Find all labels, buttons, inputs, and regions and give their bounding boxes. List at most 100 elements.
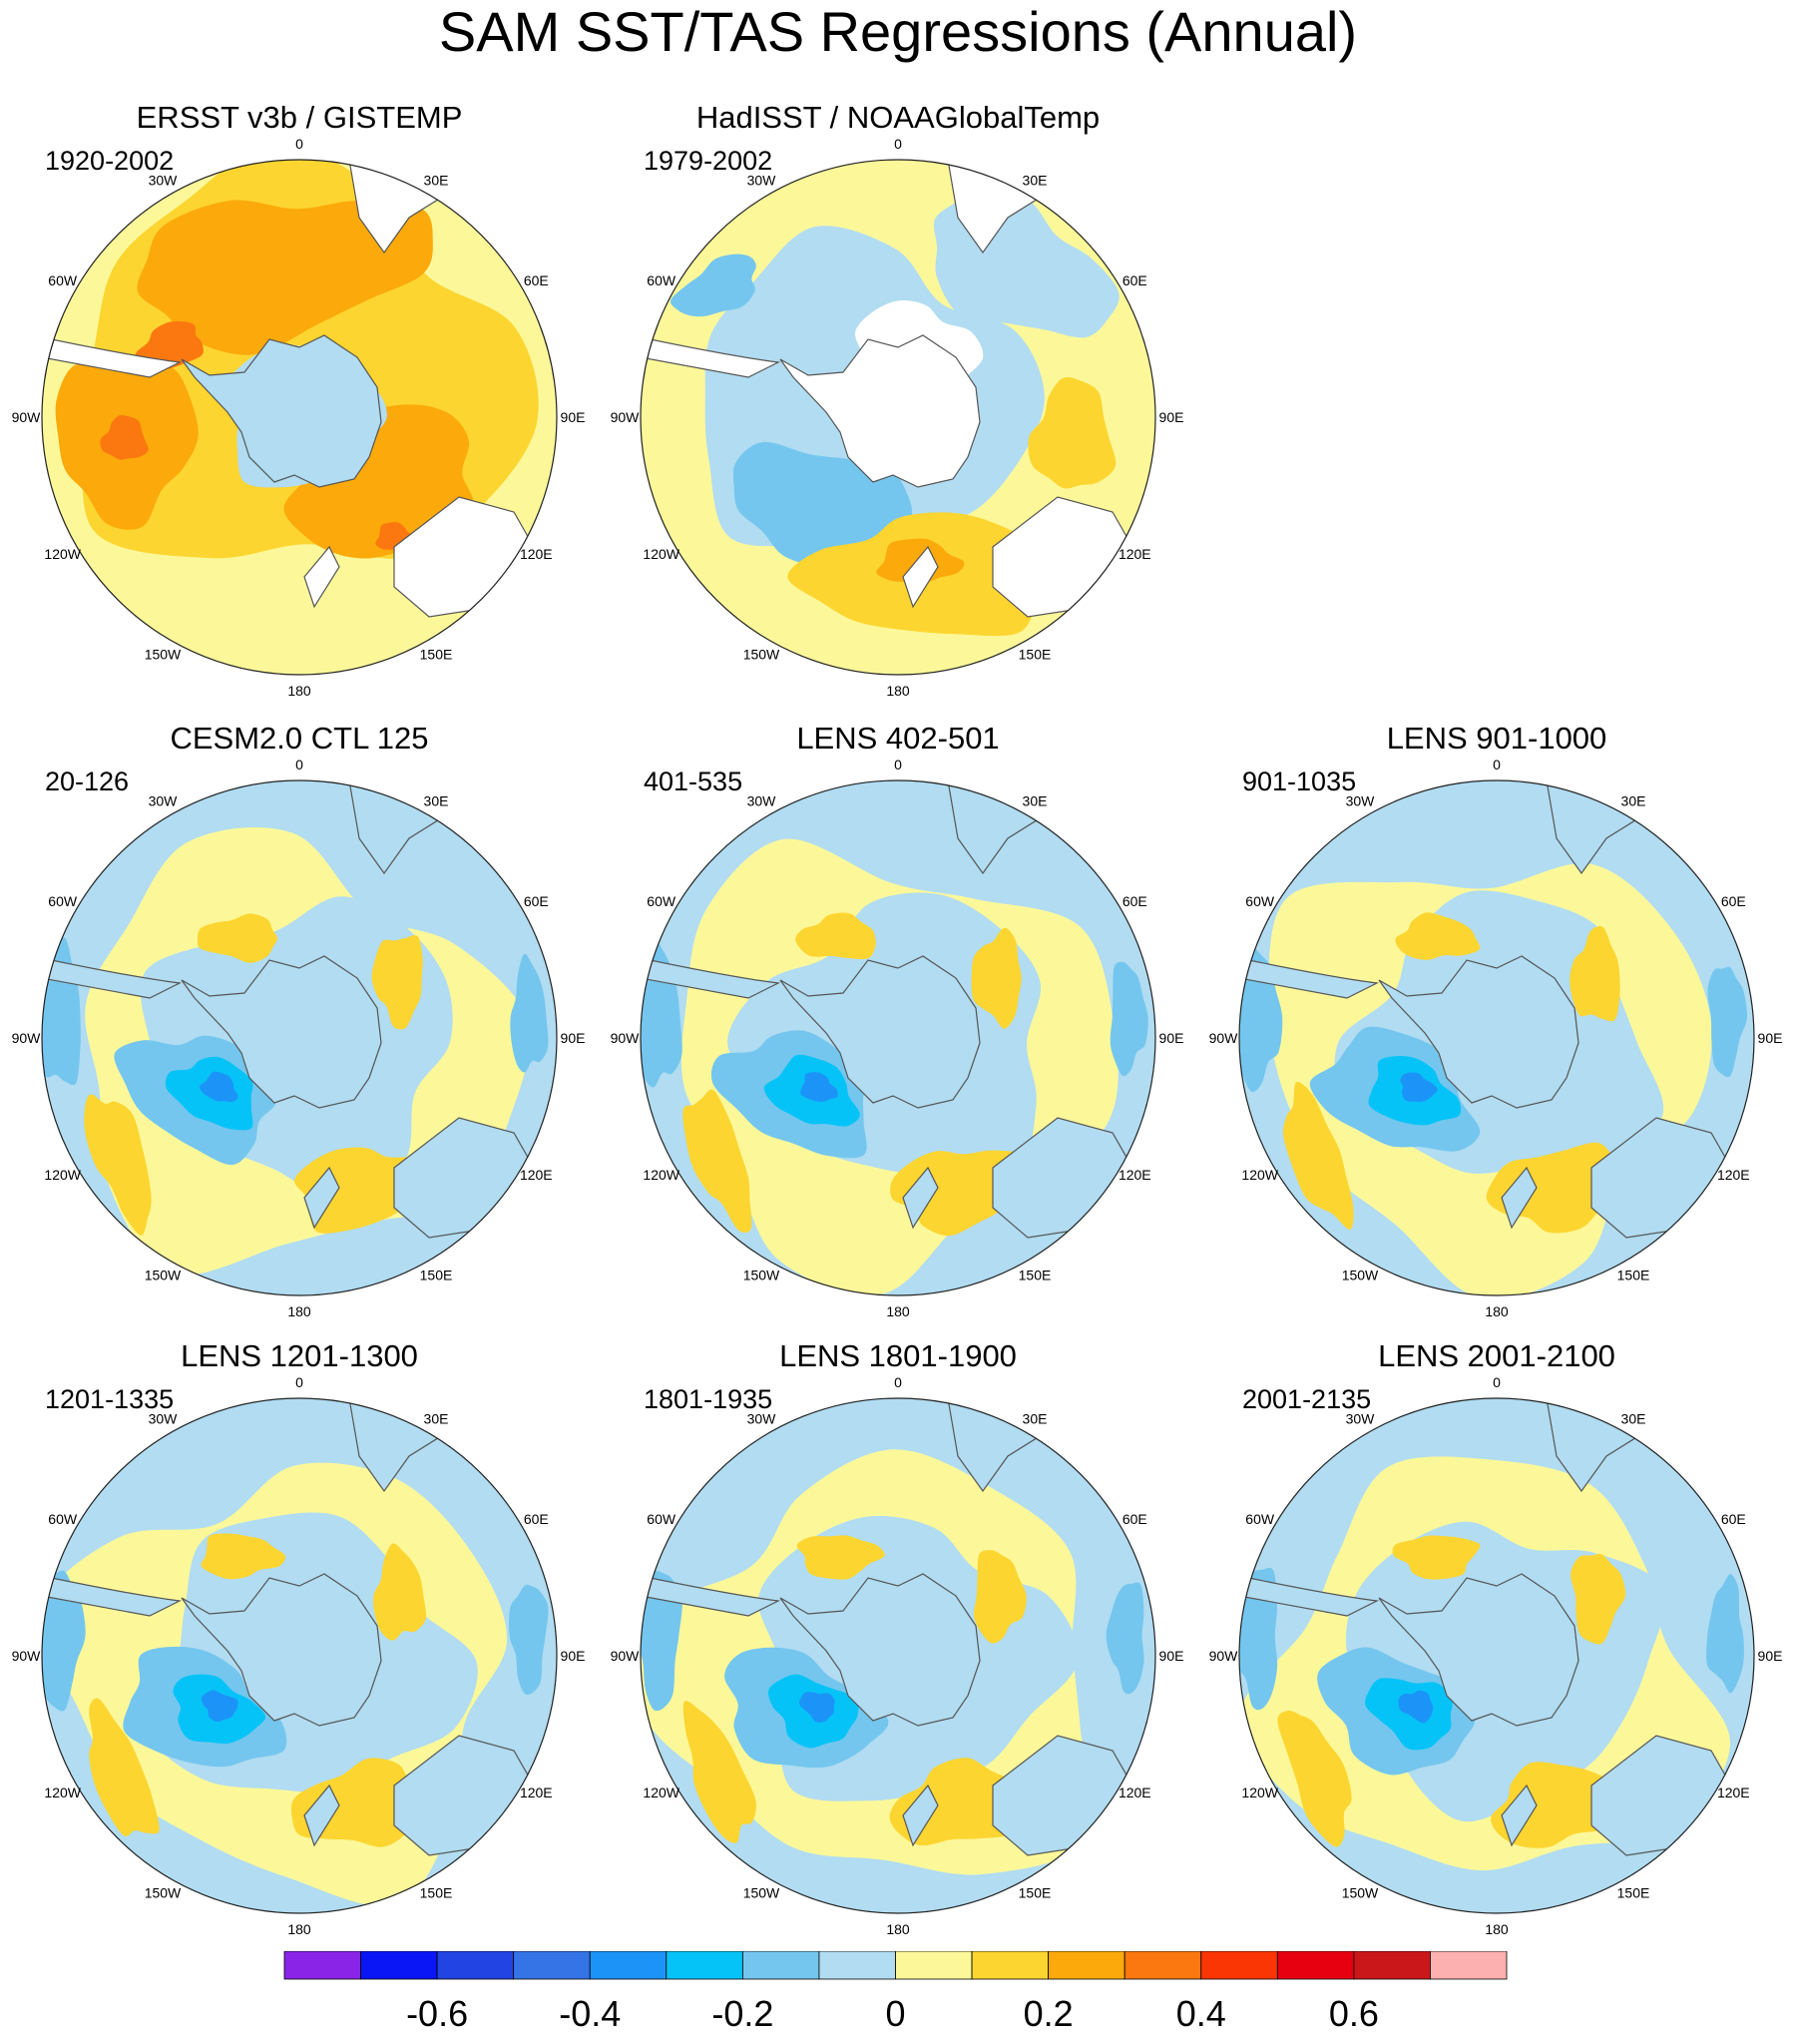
longitude-label: 150E (420, 646, 453, 662)
longitude-label: 90E (1159, 409, 1184, 425)
longitude-label: 30W (747, 793, 777, 809)
longitude-label: 30W (149, 1411, 179, 1427)
longitude-label: 90W (1209, 1648, 1239, 1664)
antarctica-land (181, 955, 382, 1109)
longitude-label: 120W (643, 1785, 679, 1800)
anomaly-contour (510, 953, 549, 1073)
panel-period: 1920-2002 (45, 146, 175, 176)
colorbar-bin (666, 1951, 743, 1980)
colorbar-bin (283, 1951, 361, 1980)
new-zealand-land (303, 1784, 340, 1847)
longitude-label: 90W (12, 1648, 42, 1664)
longitude-label: 150W (145, 1267, 182, 1282)
colorbar-bin (818, 1951, 896, 1980)
map-panel: 0 30E 60E 90E 120E 150E 180 150W 120W 90W 60W 30W LE… (599, 721, 1197, 1319)
longitude-label: 150W (1342, 1267, 1379, 1282)
longitude-label: 150W (1342, 1884, 1379, 1900)
longitude-label: 60W (48, 1511, 78, 1527)
longitude-label: 90W (1209, 1030, 1239, 1046)
longitude-label: 180 (287, 683, 311, 699)
longitude-label: 60W (1245, 1511, 1275, 1527)
longitude-label: 60W (647, 272, 676, 288)
map-boundary (41, 779, 558, 1296)
anomaly-contour (1392, 1535, 1481, 1580)
new-zealand-land (1501, 1166, 1538, 1230)
longitude-label: 120W (1241, 1785, 1278, 1800)
anomaly-contour (682, 1089, 752, 1234)
anomaly-contour (795, 912, 876, 960)
longitude-label: 60W (48, 893, 78, 909)
colorbar-bin (971, 1951, 1050, 1980)
map-boundary (41, 1397, 558, 1914)
longitude-label: 60E (524, 272, 549, 288)
antarctica-land (779, 1573, 981, 1727)
longitude-label: 90E (1758, 1648, 1783, 1664)
map-boundary (41, 159, 558, 676)
longitude-label: 150E (1019, 1884, 1052, 1900)
anomaly-contour (1571, 1553, 1626, 1645)
anomaly-contour (1395, 912, 1481, 960)
panel-title: LENS 402-501 (796, 721, 1000, 756)
map-panel: 0 30E 60E 90E 120E 150E 180 150W 120W 90W 60W 30W ER… (0, 100, 599, 699)
longitude-label: 0 (295, 757, 303, 772)
panel-period: 1801-1935 (644, 1384, 773, 1414)
longitude-label: 30E (1621, 1411, 1646, 1427)
colorbar-bin (589, 1951, 668, 1980)
new-zealand-land (902, 545, 939, 609)
longitude-label: 30W (149, 793, 179, 809)
anomaly-contour (1028, 376, 1117, 489)
polar-map: 0 30E 60E 90E 120E 150E 180 150W 120W 90W 60W 30W (1209, 1374, 1783, 1937)
longitude-label: 60W (48, 272, 78, 288)
panel-period: 401-535 (644, 766, 743, 796)
longitude-label: 120E (1119, 1167, 1151, 1183)
longitude-label: 180 (1485, 1921, 1509, 1937)
longitude-label: 90E (561, 409, 586, 425)
anomaly-contour (799, 1692, 835, 1723)
longitude-label: 30E (1023, 1411, 1048, 1427)
colorbar: -0.6 -0.4 -0.2 0 0.2 0.4 0.6 (283, 1951, 1508, 2034)
colorbar-bin (1276, 1951, 1355, 1980)
longitude-label: 30E (424, 173, 449, 189)
south-america-land (641, 957, 781, 999)
polar-map: 0 30E 60E 90E 120E 150E 180 150W 120W 90W 60W 30W (611, 136, 1184, 699)
longitude-label: 120E (520, 1167, 553, 1183)
anomaly-contour (373, 1543, 427, 1641)
longitude-label: 30E (424, 793, 449, 809)
longitude-label: 30W (1346, 793, 1376, 809)
map-boundary (640, 159, 1156, 676)
longitude-label: 30W (747, 173, 777, 189)
anomaly-contour (201, 1533, 286, 1580)
new-zealand-land (303, 545, 340, 609)
south-america-land (1239, 1575, 1380, 1617)
map-panel: 0 30E 60E 90E 120E 150E 180 150W 120W 90W 60W 30W LE… (0, 1338, 599, 1937)
longitude-label: 150E (1019, 1267, 1052, 1282)
anomaly-contour (200, 1071, 238, 1103)
longitude-label: 120W (44, 1785, 81, 1800)
colorbar-tick-label: 0.2 (1024, 1993, 1074, 2034)
longitude-label: 60E (1122, 272, 1147, 288)
anomaly-contour (137, 200, 433, 355)
panel-title: LENS 901-1000 (1386, 721, 1607, 756)
anomaly-contour (1398, 1690, 1434, 1724)
longitude-label: 120E (1119, 546, 1151, 562)
longitude-label: 0 (295, 136, 303, 152)
colorbar-bin (1430, 1951, 1508, 1980)
polar-map: 0 30E 60E 90E 120E 150E 180 150W 120W 90W 60W 30W (1209, 757, 1783, 1319)
antarctica-land (1378, 955, 1579, 1109)
longitude-label: 120W (44, 546, 81, 562)
longitude-label: 90E (1159, 1648, 1184, 1664)
colorbar-tick-label: 0.6 (1329, 1993, 1379, 2034)
longitude-label: 120W (44, 1167, 81, 1183)
longitude-label: 150W (743, 1267, 780, 1282)
map-boundary (640, 779, 1156, 1296)
longitude-label: 90W (611, 1648, 641, 1664)
longitude-label: 30W (747, 1411, 777, 1427)
colorbar-bin (1048, 1951, 1125, 1980)
longitude-label: 180 (287, 1921, 311, 1937)
south-america-land (1239, 957, 1380, 999)
south-america-land (641, 1575, 781, 1617)
figure-title: SAM SST/TAS Regressions (Annual) (438, 0, 1358, 63)
map-panel: 0 30E 60E 90E 120E 150E 180 150W 120W 90W 60W 30W LE… (1197, 721, 1796, 1319)
anomaly-contour (197, 913, 278, 963)
anomaly-contour (201, 1690, 238, 1723)
